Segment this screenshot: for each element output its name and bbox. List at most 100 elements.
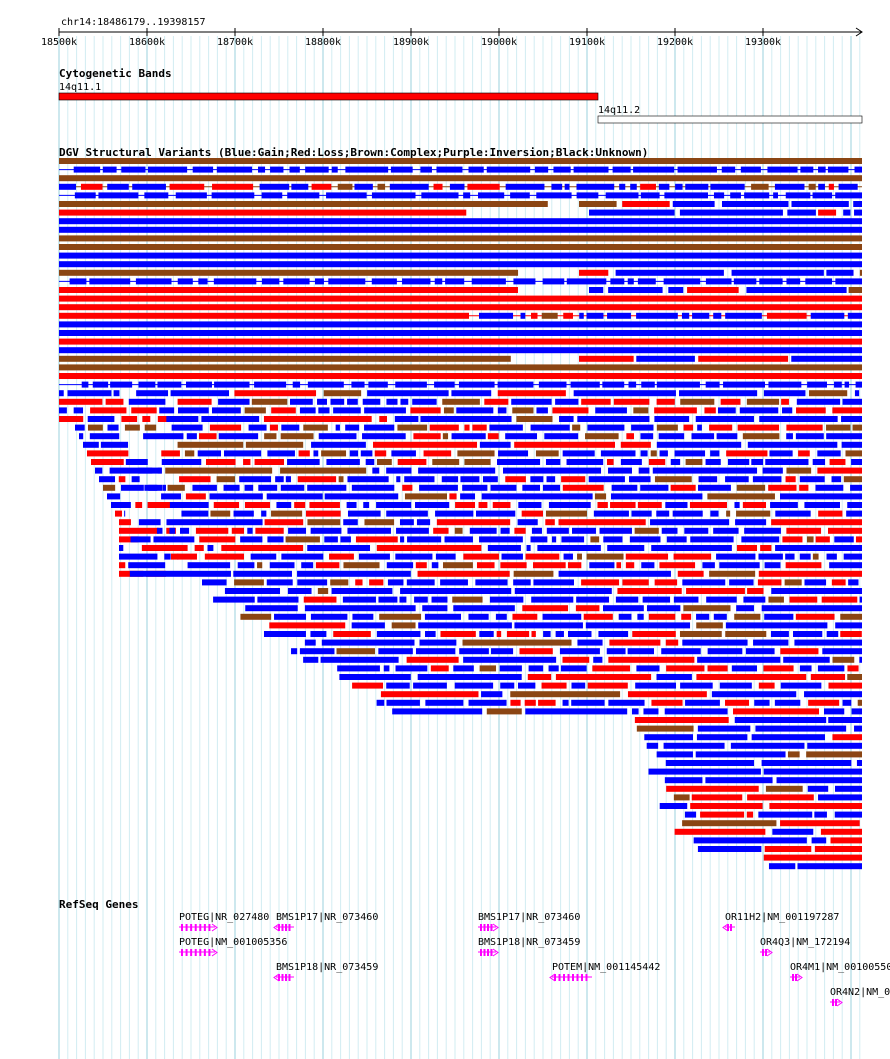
sv-feature[interactable]: [234, 579, 264, 586]
sv-feature[interactable]: [471, 278, 506, 285]
sv-feature[interactable]: [744, 192, 770, 199]
sv-feature[interactable]: [415, 502, 450, 508]
sv-feature[interactable]: [285, 476, 291, 483]
sv-feature[interactable]: [142, 416, 151, 422]
sv-feature[interactable]: [705, 459, 721, 465]
sv-feature[interactable]: [432, 459, 460, 465]
sv-feature[interactable]: [313, 450, 319, 457]
sv-feature[interactable]: [758, 570, 862, 577]
sv-feature[interactable]: [707, 493, 775, 500]
sv-feature[interactable]: [87, 450, 129, 457]
sv-feature[interactable]: [847, 674, 862, 680]
sv-feature[interactable]: [835, 785, 862, 792]
sv-feature[interactable]: [379, 416, 387, 422]
sv-feature[interactable]: [829, 459, 846, 465]
sv-feature[interactable]: [177, 398, 212, 405]
sv-feature[interactable]: [131, 476, 140, 483]
sv-feature[interactable]: [187, 562, 231, 569]
sv-feature[interactable]: [392, 708, 483, 715]
sv-feature[interactable]: [431, 596, 448, 603]
sv-feature[interactable]: [847, 665, 859, 672]
sv-feature[interactable]: [497, 381, 534, 388]
sv-feature[interactable]: [280, 467, 367, 474]
sv-feature[interactable]: [400, 398, 409, 405]
sv-feature[interactable]: [307, 519, 341, 526]
sv-feature[interactable]: [743, 596, 766, 603]
sv-feature[interactable]: [548, 502, 591, 508]
sv-feature[interactable]: [593, 510, 629, 517]
sv-feature[interactable]: [640, 183, 656, 190]
sv-feature[interactable]: [716, 433, 738, 440]
sv-feature[interactable]: [606, 459, 614, 465]
sv-feature[interactable]: [115, 510, 122, 517]
sv-feature[interactable]: [658, 183, 670, 190]
sv-feature[interactable]: [305, 166, 329, 173]
sv-feature[interactable]: [666, 785, 759, 792]
sv-feature[interactable]: [240, 536, 263, 543]
sv-feature[interactable]: [395, 553, 433, 560]
sv-feature[interactable]: [362, 398, 381, 405]
sv-feature[interactable]: [525, 708, 628, 715]
sv-feature[interactable]: [635, 682, 677, 689]
sv-feature[interactable]: [702, 562, 715, 569]
sv-feature[interactable]: [245, 605, 298, 612]
sv-feature[interactable]: [608, 467, 632, 474]
sv-feature[interactable]: [566, 278, 607, 285]
sv-feature[interactable]: [386, 682, 410, 689]
sv-feature[interactable]: [651, 699, 683, 706]
sv-feature[interactable]: [693, 837, 807, 844]
sv-feature[interactable]: [572, 527, 596, 534]
sv-feature[interactable]: [696, 674, 807, 680]
sv-feature[interactable]: [406, 579, 435, 586]
sv-feature[interactable]: [561, 476, 586, 483]
sv-feature[interactable]: [136, 390, 169, 397]
sv-feature[interactable]: [737, 424, 780, 431]
sv-feature[interactable]: [177, 278, 193, 285]
sv-feature[interactable]: [169, 502, 209, 508]
sv-feature[interactable]: [373, 441, 478, 448]
sv-feature[interactable]: [119, 553, 158, 560]
sv-feature[interactable]: [787, 209, 816, 216]
sv-feature[interactable]: [137, 467, 162, 474]
sv-feature[interactable]: [59, 261, 862, 268]
sv-feature[interactable]: [696, 622, 723, 629]
sv-feature[interactable]: [492, 502, 511, 508]
sv-feature[interactable]: [443, 407, 454, 414]
sv-feature[interactable]: [640, 433, 654, 440]
sv-feature[interactable]: [762, 467, 783, 474]
sv-feature[interactable]: [240, 613, 272, 620]
sv-feature[interactable]: [605, 192, 639, 199]
sv-feature[interactable]: [209, 424, 242, 431]
sv-feature[interactable]: [129, 570, 231, 577]
refseq-gene[interactable]: POTEM|NM_001145442: [549, 962, 660, 982]
sv-feature[interactable]: [545, 459, 561, 465]
sv-feature[interactable]: [768, 596, 784, 603]
sv-feature[interactable]: [579, 312, 584, 319]
sv-feature[interactable]: [233, 510, 254, 517]
sv-feature[interactable]: [656, 674, 692, 680]
sv-feature[interactable]: [486, 166, 531, 173]
sv-feature[interactable]: [198, 433, 217, 440]
sv-feature[interactable]: [513, 278, 536, 285]
sv-feature[interactable]: [770, 502, 798, 508]
sv-feature[interactable]: [413, 433, 441, 440]
sv-feature[interactable]: [835, 622, 862, 629]
sv-feature[interactable]: [100, 441, 129, 448]
sv-feature[interactable]: [841, 441, 862, 448]
sv-feature[interactable]: [806, 751, 862, 758]
sv-feature[interactable]: [496, 631, 502, 637]
sv-feature[interactable]: [364, 519, 395, 526]
sv-feature[interactable]: [179, 476, 211, 483]
sv-feature[interactable]: [419, 484, 458, 491]
sv-feature[interactable]: [194, 545, 204, 551]
sv-feature[interactable]: [166, 416, 199, 422]
sv-feature[interactable]: [630, 183, 637, 190]
sv-feature[interactable]: [765, 785, 803, 792]
sv-feature[interactable]: [832, 734, 862, 741]
sv-feature[interactable]: [451, 390, 492, 397]
sv-feature[interactable]: [763, 390, 806, 397]
sv-feature[interactable]: [711, 691, 797, 698]
sv-feature[interactable]: [534, 166, 549, 173]
sv-feature[interactable]: [247, 527, 253, 534]
sv-feature[interactable]: [736, 510, 771, 517]
